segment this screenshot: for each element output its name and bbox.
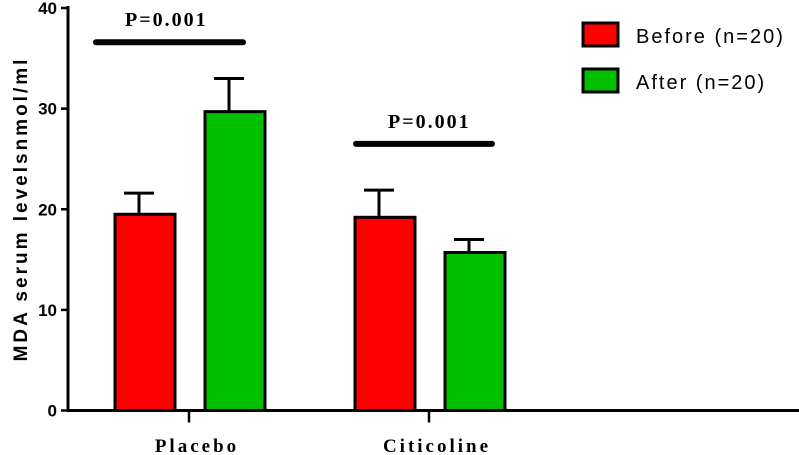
legend-label: After (n=20): [636, 72, 766, 94]
y-tick-label: 30: [38, 100, 57, 119]
y-tick-label: 40: [38, 0, 57, 18]
bar-citicoline-before: [353, 215, 417, 412]
p-value-label: P=0.001: [388, 111, 471, 133]
legend-label: Before (n=20): [636, 26, 785, 48]
bar-placebo-after: [203, 110, 267, 413]
legend-swatch: [581, 67, 620, 94]
legend-swatch: [581, 21, 620, 48]
y-tick-label: 10: [38, 301, 57, 320]
bar-citicoline-after: [443, 251, 507, 412]
y-tick-label: 20: [38, 200, 57, 219]
category-label: Citicoline: [383, 436, 491, 455]
category-label: Placebo: [155, 436, 239, 455]
p-value-label: P=0.001: [125, 9, 208, 31]
bar-placebo-before: [113, 212, 177, 412]
y-tick-label: 0: [48, 402, 57, 421]
y-axis-label: MDA serum levelsnmol/ml: [11, 57, 32, 362]
